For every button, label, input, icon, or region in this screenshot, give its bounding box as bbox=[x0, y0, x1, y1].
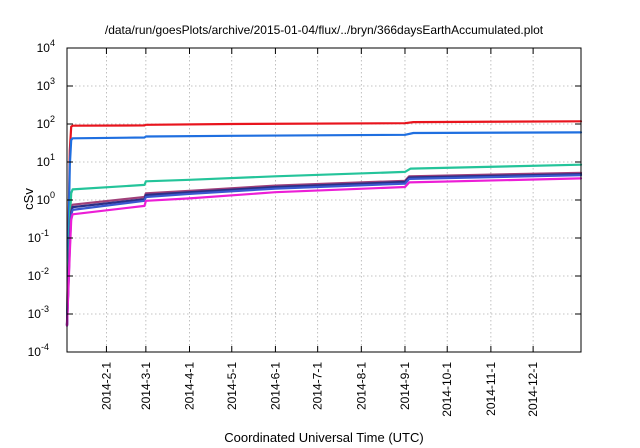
series-line bbox=[65, 120, 583, 327]
y-tick-exponent: 0 bbox=[50, 190, 55, 200]
y-tick-label: 10-1 bbox=[28, 228, 49, 245]
x-tick-label: 2014-12-1 bbox=[526, 362, 540, 417]
y-tick-exponent: 2 bbox=[50, 114, 55, 124]
x-tick-label: 2014-6-1 bbox=[268, 362, 282, 410]
y-tick-exponent: 4 bbox=[50, 38, 55, 48]
y-axis-title: cSv bbox=[21, 188, 36, 210]
x-tick-label: 2014-10-1 bbox=[440, 362, 454, 417]
y-tick-exponent: -3 bbox=[41, 304, 49, 314]
series-line bbox=[65, 131, 583, 327]
x-tick-label: 2014-4-1 bbox=[183, 362, 197, 410]
series-layer bbox=[65, 120, 583, 327]
series-line bbox=[65, 163, 583, 327]
x-axis-title: Coordinated Universal Time (UTC) bbox=[224, 430, 423, 445]
plot-frame bbox=[66, 47, 582, 353]
y-tick-label: 104 bbox=[37, 38, 55, 55]
chart-title: /data/run/goesPlots/archive/2015-01-04/f… bbox=[105, 23, 544, 37]
y-tick-label: 10-2 bbox=[28, 266, 49, 283]
y-tick-label: 101 bbox=[37, 152, 55, 169]
y-tick-label: 103 bbox=[37, 76, 55, 93]
y-tick-label: 100 bbox=[37, 190, 55, 207]
x-tick-label: 2014-8-1 bbox=[354, 362, 368, 410]
y-tick-label: 102 bbox=[37, 114, 55, 131]
y-tick-exponent: -1 bbox=[41, 228, 49, 238]
y-tick-label: 10-4 bbox=[28, 342, 49, 359]
y-tick-exponent: -4 bbox=[41, 342, 49, 352]
x-tick-label: 2014-11-1 bbox=[484, 362, 498, 416]
series-line bbox=[65, 171, 583, 327]
y-tick-label: 10-3 bbox=[28, 304, 49, 321]
x-tick-label: 2014-9-1 bbox=[398, 362, 412, 410]
x-tick-label: 2014-5-1 bbox=[225, 362, 239, 410]
x-tick-label: 2014-2-1 bbox=[99, 362, 113, 410]
x-tick-label: 2014-3-1 bbox=[139, 362, 153, 410]
y-tick-exponent: -2 bbox=[41, 266, 49, 276]
y-tick-exponent: 1 bbox=[50, 152, 55, 162]
x-tick-label: 2014-7-1 bbox=[311, 362, 325, 410]
y-tick-exponent: 3 bbox=[50, 76, 55, 86]
series-line bbox=[65, 177, 583, 327]
